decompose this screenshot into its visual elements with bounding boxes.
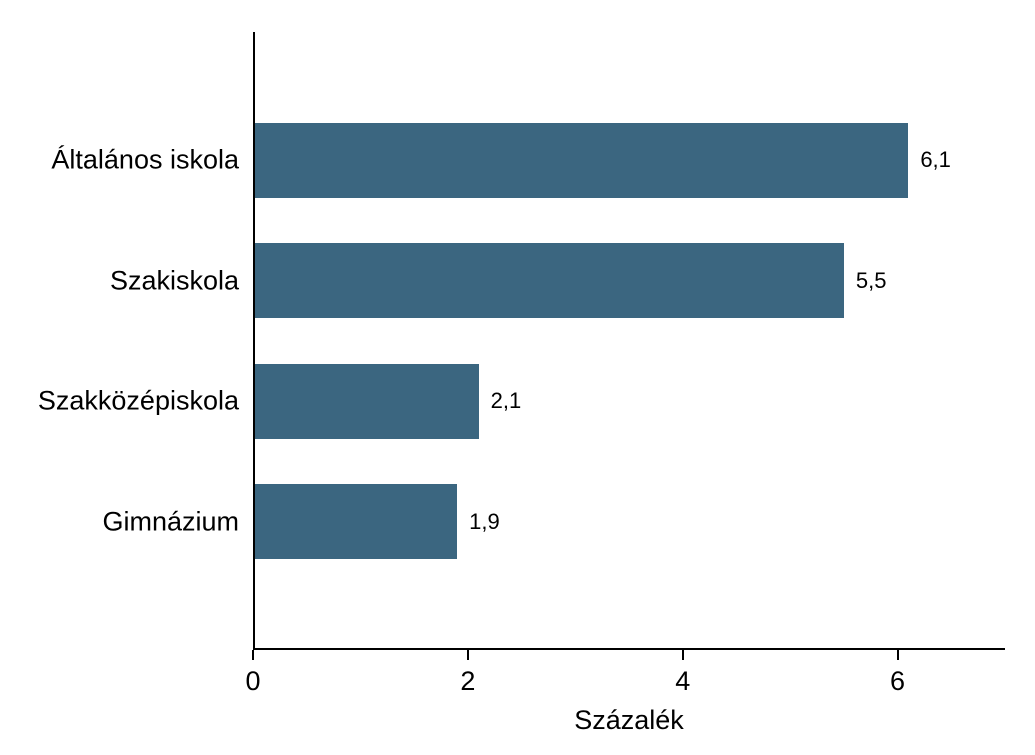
bar xyxy=(255,364,479,439)
bar xyxy=(255,484,457,559)
x-tick xyxy=(897,650,899,660)
x-tick-label: 6 xyxy=(890,666,905,697)
x-tick-label: 2 xyxy=(460,666,475,697)
bar-value-label: 1,9 xyxy=(469,509,500,535)
bar xyxy=(255,123,908,198)
x-tick xyxy=(467,650,469,660)
x-tick xyxy=(682,650,684,660)
x-tick-label: 0 xyxy=(245,666,260,697)
x-axis-label: Százalék xyxy=(574,705,684,736)
x-tick-label: 4 xyxy=(675,666,690,697)
y-category-label: Szakközépiskola xyxy=(38,386,239,417)
bar xyxy=(255,243,844,318)
bar-value-label: 2,1 xyxy=(491,388,522,414)
bar-value-label: 6,1 xyxy=(920,147,951,173)
x-tick xyxy=(252,650,254,660)
chart-container: Általános iskola 6,1 Szakiskola 5,5 Szakközé… xyxy=(0,0,1035,755)
y-category-label: Általános iskola xyxy=(51,145,239,176)
y-category-label: Gimnázium xyxy=(102,506,239,537)
bar-value-label: 5,5 xyxy=(856,268,887,294)
y-category-label: Szakiskola xyxy=(110,265,239,296)
